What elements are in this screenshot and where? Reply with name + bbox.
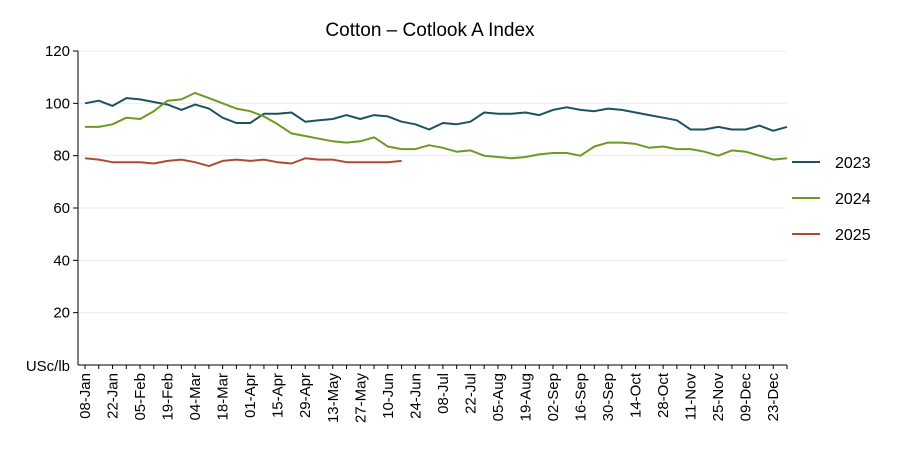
- x-tick-label: 28-Oct: [655, 372, 672, 418]
- x-tick-label: 24-Jun: [407, 373, 424, 419]
- x-tick-label: 30-Sep: [600, 373, 617, 421]
- x-tick-label: 15-Apr: [270, 373, 287, 418]
- x-tick-label: 22-Jul: [462, 373, 479, 414]
- y-ticks: 20 40 60 80 100 120: [45, 43, 78, 322]
- series-lines: [84, 91, 788, 168]
- series-line-2025: [84, 157, 402, 168]
- legend-label-2025: 2025: [835, 227, 871, 244]
- y-tick-label: 60: [53, 200, 70, 217]
- x-tick-label: 29-Apr: [297, 373, 314, 418]
- y-tick-label: 100: [45, 95, 70, 112]
- series-line-2023: [84, 97, 788, 132]
- x-tick-label: 19-Feb: [160, 373, 177, 421]
- x-ticks: 08-Jan 22-Jan 05-Feb 19-Feb 04-Mar 18-Mar 01-A…: [77, 365, 788, 424]
- y-unit-label: USc/lb: [26, 358, 70, 375]
- y-tick-label: 20: [53, 305, 70, 322]
- x-tick-label: 23-Dec: [765, 373, 782, 422]
- x-tick-label: 18-Mar: [215, 373, 232, 421]
- legend-label-2023: 2023: [835, 155, 871, 172]
- x-tick-label: 14-Oct: [628, 372, 645, 418]
- gridlines: [78, 50, 787, 314]
- y-tick-label: 120: [45, 43, 70, 60]
- x-tick-label: 05-Aug: [490, 373, 507, 421]
- x-tick-label: 08-Jul: [435, 373, 452, 414]
- legend: 2023 2024 2025: [792, 155, 871, 244]
- x-tick-label: 22-Jan: [105, 373, 122, 419]
- x-tick-label: 11-Nov: [683, 373, 700, 421]
- x-tick-label: 25-Nov: [710, 373, 727, 422]
- x-tick-label: 09-Dec: [738, 373, 755, 422]
- x-tick-label: 10-Jun: [380, 373, 397, 419]
- x-tick-label: 04-Mar: [187, 373, 204, 421]
- x-tick-label: 27-May: [352, 373, 369, 424]
- series-line-2024: [85, 91, 788, 161]
- y-tick-label: 40: [53, 252, 70, 269]
- x-tick-label: 19-Aug: [517, 373, 534, 421]
- x-tick-label: 16-Sep: [573, 373, 590, 421]
- x-tick-label: 02-Sep: [545, 373, 562, 421]
- x-tick-label: 13-May: [325, 373, 342, 424]
- y-tick-label: 80: [53, 148, 70, 165]
- legend-label-2024: 2024: [835, 191, 871, 208]
- x-tick-label: 05-Feb: [132, 373, 149, 421]
- chart-title: Cotton – Cotlook A Index: [325, 20, 535, 41]
- x-tick-label: 08-Jan: [77, 373, 94, 419]
- x-tick-label: 01-Apr: [242, 373, 259, 418]
